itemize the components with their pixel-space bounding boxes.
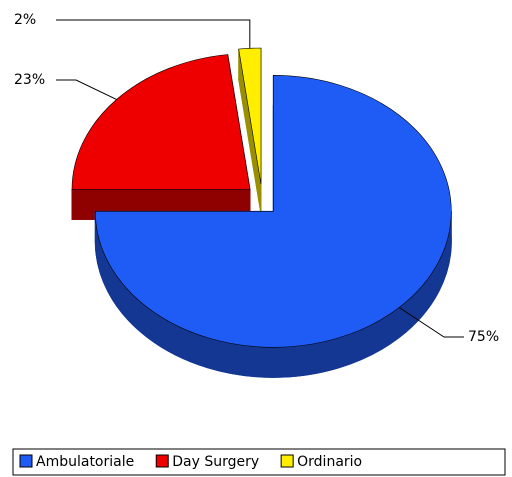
- legend-label: Ordinario: [297, 454, 362, 470]
- slice: [238, 47, 262, 185]
- data-label: 2%: [14, 12, 36, 28]
- legend-swatch: [155, 454, 169, 468]
- data-label: 75%: [468, 329, 499, 345]
- legend-label: Ambulatoriale: [36, 454, 134, 470]
- leader-line: [56, 79, 117, 100]
- leader-line: [398, 307, 464, 338]
- legend-box: [12, 448, 506, 476]
- leader-line: [56, 19, 251, 49]
- legend-label: Day Surgery: [172, 454, 259, 470]
- legend-swatch: [19, 454, 33, 468]
- slice: [71, 54, 251, 190]
- data-label: 23%: [14, 72, 45, 88]
- legend-swatch: [280, 454, 294, 468]
